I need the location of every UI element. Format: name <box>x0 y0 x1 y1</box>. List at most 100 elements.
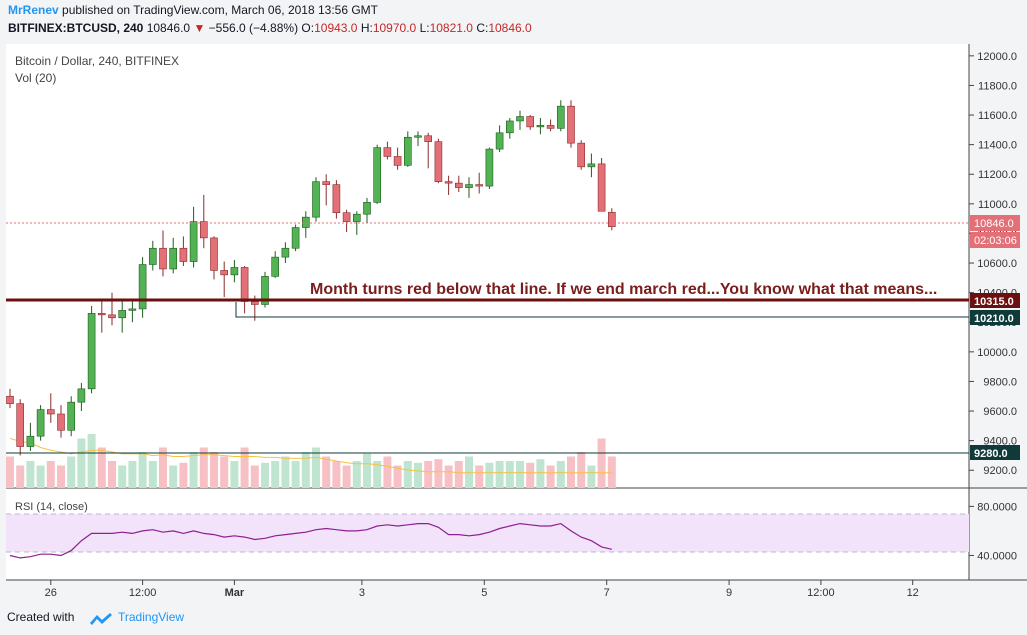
candle-body <box>352 213 361 222</box>
ohlc-line: BITFINEX:BTCUSD, 240 10846.0 ▼ −556.0 (−… <box>8 21 532 35</box>
low-value: 10821.0 <box>429 21 473 35</box>
volume-bar <box>159 447 167 488</box>
open-label: O: <box>301 21 315 35</box>
candle-body <box>424 135 433 142</box>
candle-body <box>36 409 45 437</box>
candle-body <box>363 202 371 215</box>
volume-bar <box>505 461 514 488</box>
time-tick-label: 12:00 <box>129 587 157 599</box>
volume-bar <box>128 461 137 488</box>
tradingview-logo-icon[interactable] <box>88 610 114 626</box>
volume-bar <box>383 456 392 488</box>
candle-body <box>383 147 392 157</box>
volume-bar <box>434 459 443 488</box>
candle-body <box>577 142 586 168</box>
candle-body <box>434 141 443 182</box>
volume-bar <box>67 456 76 488</box>
change-value: −556.0 (−4.88%) <box>208 21 299 35</box>
volume-bar <box>373 461 382 488</box>
candle-body <box>87 313 96 390</box>
candle-body <box>556 105 565 129</box>
volume-bar <box>220 456 229 488</box>
price-tick-label: 11600.0 <box>978 110 1017 122</box>
support-level[interactable] <box>235 302 969 318</box>
volume-bar <box>57 465 65 488</box>
annotation-text[interactable]: Month turns red below that line. If we e… <box>310 281 937 298</box>
candle-body <box>189 221 198 262</box>
candle-body <box>536 125 545 128</box>
volume-bar <box>97 447 106 488</box>
time-axis: 26 12:00 Mar 3 5 7 9 12:00 12 <box>45 580 919 599</box>
volume-bar <box>597 438 606 488</box>
symbol-label: BITFINEX:BTCUSD, 240 <box>8 21 144 35</box>
candle-body <box>526 116 535 128</box>
candle-body <box>444 181 453 184</box>
volume-bar <box>577 452 586 488</box>
volume-bar <box>189 452 198 488</box>
volume-bar <box>16 465 25 488</box>
volume-bar <box>199 447 208 488</box>
chart-canvas[interactable]: 12000.0 11800.0 11600.0 11400.0 11200.0 11000… <box>0 40 1027 603</box>
last-price: 10846.0 <box>146 21 191 35</box>
candle-body <box>271 256 280 277</box>
candle-body <box>230 267 239 276</box>
rsi-axis: 80.0000 40.0000 <box>969 501 1017 562</box>
candle-body <box>128 308 137 311</box>
volume-bar <box>495 461 504 488</box>
candle-body <box>251 301 259 305</box>
level-red-tag <box>970 293 1020 308</box>
candle-body <box>546 125 555 129</box>
time-tick-label: 12:00 <box>807 587 835 599</box>
candle-body <box>393 156 402 166</box>
candle-body <box>454 182 463 188</box>
volume-bar <box>240 447 249 488</box>
candle-body <box>291 227 300 249</box>
candle-body <box>301 216 310 228</box>
candle-body <box>149 247 157 265</box>
volume-bar <box>291 461 300 488</box>
author-link[interactable]: MrRenev <box>8 3 59 17</box>
last-price-tag-text: 10846.0 <box>974 218 1014 230</box>
tradingview-brand-link[interactable]: TradingView <box>118 610 185 624</box>
volume-bar <box>250 465 259 488</box>
candle-body <box>312 181 320 218</box>
high-value: 10970.0 <box>372 21 417 35</box>
time-tick-label: 26 <box>45 587 57 599</box>
volume-bar <box>403 461 412 488</box>
volume-ma-line <box>9 438 612 474</box>
last-price-tag <box>970 215 1020 231</box>
candle-body <box>6 395 14 404</box>
rsi-label: RSI (14, close) <box>15 501 88 513</box>
volume-bar <box>179 462 188 488</box>
volume-bar <box>342 465 351 488</box>
volume-bar <box>77 438 86 488</box>
time-tick-label: 12 <box>907 587 919 599</box>
level-dark-tag-text: 10210.0 <box>974 313 1014 325</box>
candle-body <box>475 184 484 187</box>
price-tick-label: 11800.0 <box>978 80 1017 92</box>
candle-body <box>16 403 25 447</box>
candle-body <box>414 135 422 138</box>
candle-body <box>210 237 218 271</box>
candle-body <box>516 116 524 122</box>
volume-bar <box>444 465 453 488</box>
price-tick-label: 10000.0 <box>977 347 1017 359</box>
volume-bar <box>424 461 433 488</box>
level-red-tag-text: 10315.0 <box>974 296 1014 308</box>
time-tick-label: Mar <box>225 587 245 599</box>
volume-bar <box>332 461 341 488</box>
volume-bar <box>301 452 310 488</box>
candle-body <box>179 247 188 262</box>
candle-body <box>138 264 147 310</box>
price-tick-label: 9200.0 <box>983 465 1017 477</box>
publish-info: MrRenev published on TradingView.com, Ma… <box>8 3 378 17</box>
countdown-tag <box>970 232 1020 248</box>
price-tick-label: 11000.0 <box>978 199 1017 211</box>
candle-body <box>261 276 269 305</box>
volume-bar <box>261 462 269 488</box>
volume-bar <box>526 462 535 488</box>
volume-bar <box>148 461 157 488</box>
volume-bar <box>454 461 463 488</box>
volume-bar <box>536 459 545 488</box>
candle-body <box>342 212 351 222</box>
